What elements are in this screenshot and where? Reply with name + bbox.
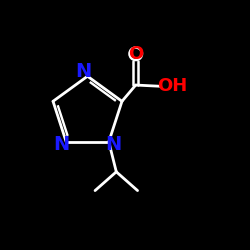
Text: OH: OH — [157, 77, 187, 95]
Text: N: N — [54, 135, 70, 154]
Text: N: N — [105, 135, 122, 154]
Text: N: N — [75, 62, 91, 81]
Text: O: O — [128, 45, 143, 63]
